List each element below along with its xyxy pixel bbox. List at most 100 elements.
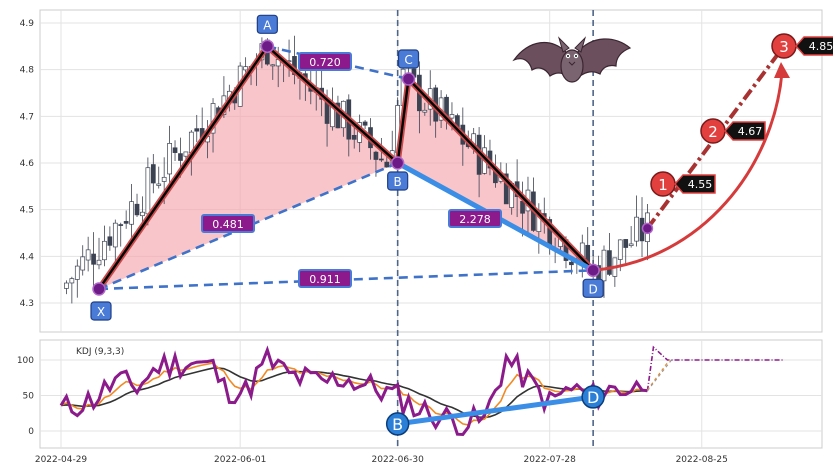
x-tick-label: 2022-08-25 [676, 455, 728, 465]
vertex-label-x: X [97, 305, 105, 319]
candle-body [134, 203, 140, 216]
last-price-dot [641, 222, 654, 235]
vertex-label-box [90, 301, 112, 321]
candle-body [140, 211, 145, 217]
candle-body [623, 239, 629, 248]
candle-body [85, 249, 91, 261]
candle-body [74, 265, 80, 280]
candle-body [80, 256, 86, 271]
candle-body [449, 114, 455, 119]
candle-body [362, 121, 368, 126]
price-y-tick-label: 4.5 [20, 206, 34, 216]
candle-body [601, 249, 607, 282]
kdj-k-line [60, 362, 648, 426]
x-tick-label: 2022-06-01 [214, 455, 266, 465]
kdj-y-tick-label: 50 [23, 392, 35, 402]
candle-body [503, 173, 509, 205]
xb-dashed-line [98, 161, 399, 291]
kdj-y-tick-label: 100 [17, 356, 34, 366]
candle-body [270, 64, 276, 67]
target-value-tag [723, 121, 766, 141]
candle-body [102, 240, 107, 261]
candle-body [628, 243, 634, 246]
kdj-title: KDJ (9,3,3) [76, 347, 124, 357]
kdj-d-projection [646, 359, 672, 392]
target-value-tag [794, 36, 833, 56]
target-number: 2 [708, 123, 718, 141]
target-number: 3 [779, 38, 789, 56]
vertex-label-b: B [394, 175, 402, 189]
ac-dashed-line [267, 45, 409, 81]
candle-body [194, 128, 200, 132]
candle-body [145, 167, 151, 215]
price-y-tick-label: 4.4 [20, 252, 35, 262]
vertex-label-box [582, 278, 604, 298]
candle-body [569, 261, 574, 266]
kdj-point-circle [581, 385, 605, 409]
ratio-label-box [298, 52, 352, 71]
cd-leg [407, 78, 595, 272]
candle-body [384, 161, 390, 168]
kdj-bd-segment [397, 394, 594, 427]
pattern-vertex-dot [390, 156, 405, 170]
x-tick-label: 2022-04-29 [35, 455, 88, 465]
vertex-label-box [256, 14, 278, 34]
candle-body [607, 250, 612, 275]
candle-body [161, 176, 167, 182]
vertex-label-d: D [589, 282, 598, 296]
ratio-label: 0.481 [212, 218, 244, 231]
kdj-k-projection [646, 359, 670, 391]
bc-leg-black [396, 78, 410, 164]
ab-leg [266, 45, 399, 164]
candle-body [634, 216, 639, 242]
candle-body [178, 153, 183, 161]
candle-body [373, 151, 379, 160]
candle-body [183, 151, 189, 157]
kdj-j-projection [646, 345, 784, 391]
target-value-tag [673, 174, 716, 194]
ratio-label: 0.720 [309, 56, 341, 69]
candle-body [64, 282, 69, 289]
candle-body [118, 224, 124, 226]
ratio-label: 0.911 [309, 273, 341, 286]
candle-body [617, 239, 623, 260]
pattern-vertex-dot [260, 39, 275, 54]
xab-triangle [99, 46, 398, 290]
candle-body [351, 134, 357, 140]
price-y-tick-label: 4.9 [20, 19, 35, 29]
candle-body [243, 66, 248, 71]
candle-body [123, 221, 129, 224]
price-y-tick-label: 4.7 [20, 112, 34, 122]
x-tick-label: 2022-07-28 [524, 455, 577, 465]
target-value: 4.67 [738, 125, 763, 138]
candle-body [69, 278, 75, 284]
price-y-tick-label: 4.3 [20, 299, 34, 309]
candle-body [107, 236, 113, 246]
ratio-label: 2.278 [459, 213, 491, 226]
kdj-y-tick-label: 0 [28, 427, 34, 437]
kdj-d-line [60, 367, 648, 419]
candle-body [335, 102, 341, 129]
candle-body [91, 253, 96, 265]
pattern-vertex-dot [401, 72, 416, 86]
vertex-label-c: C [404, 53, 412, 67]
ratio-label-box [201, 214, 255, 233]
kdj-j-line [59, 345, 648, 437]
target-value: 4.85 [809, 40, 833, 53]
kdj-point-label: D [587, 388, 599, 407]
bat-icon [512, 36, 632, 83]
target-arrow-head [774, 62, 790, 78]
candle-body [379, 158, 384, 161]
price-y-tick-label: 4.6 [20, 159, 35, 169]
ratio-label-box [298, 269, 352, 288]
candle-body [112, 222, 118, 248]
xa-leg [98, 45, 269, 290]
target-dashed-line [645, 44, 786, 230]
kdj-point-label: B [392, 415, 403, 434]
pattern-vertex-dot [92, 282, 106, 296]
candle-body [96, 259, 102, 266]
kdj-panel [39, 339, 823, 449]
vertex-label-box [397, 49, 420, 69]
